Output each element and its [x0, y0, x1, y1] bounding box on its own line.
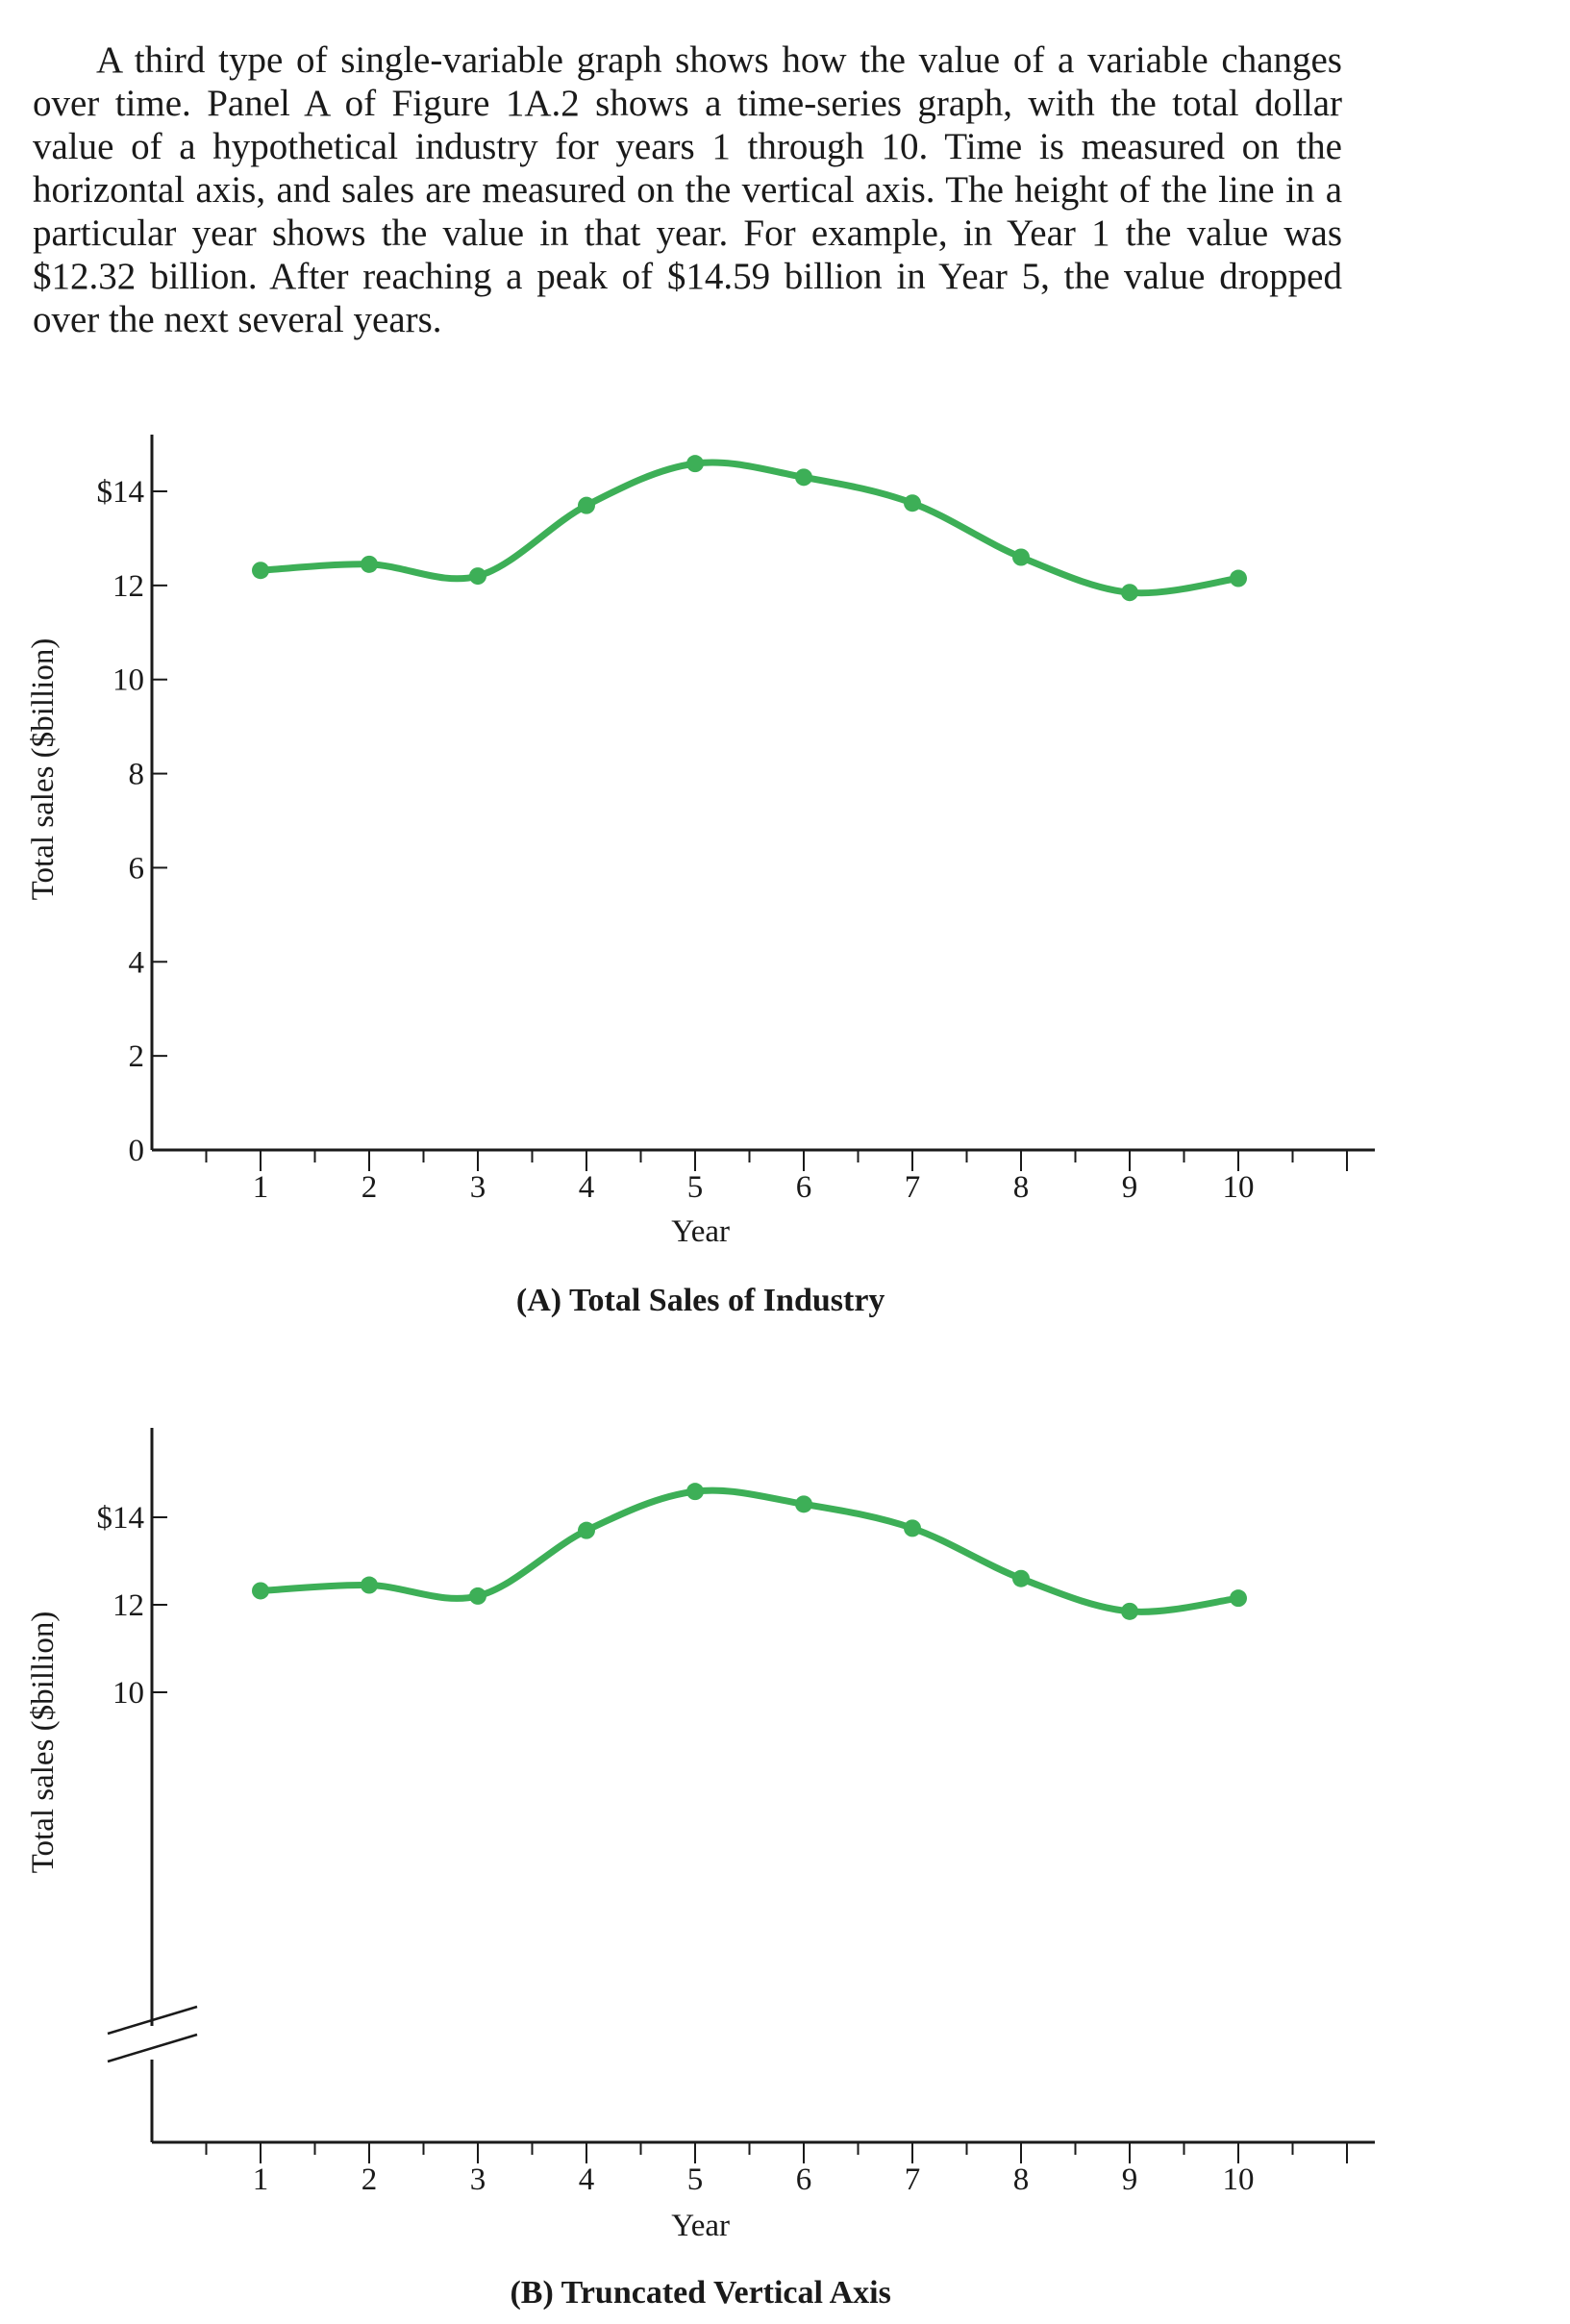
- panel-a-y-tick-label: 10: [112, 663, 144, 698]
- panel-a-y-axis-title: Total sales ($billion): [26, 638, 61, 901]
- panel-b-x-tick-label: 10: [1223, 2162, 1255, 2197]
- panel-b-data-point: [1012, 1569, 1030, 1587]
- panel-b-data-point: [686, 1483, 704, 1501]
- panel-b-data-point: [252, 1582, 269, 1600]
- panel-a-x-tick-label: 9: [1122, 1170, 1138, 1205]
- panel-b-axis-break-mark: [107, 2005, 198, 2036]
- panel-b-title: (B) Truncated Vertical Axis: [510, 2275, 890, 2311]
- panel-b-y-tick-label: $14: [97, 1501, 145, 1536]
- panel-b-x-tick-label: 4: [579, 2162, 595, 2197]
- panel-b-x-tick-label: 2: [361, 2162, 378, 2197]
- panel-b-y-tick-label: 10: [112, 1676, 144, 1711]
- panel-b-x-axis-title: Year: [671, 2209, 730, 2243]
- panel-b-y-axis-title: Total sales ($billion): [26, 1612, 61, 1874]
- panel-a-x-tick-label: 3: [470, 1170, 486, 1205]
- panel-a-y-tick-label: $14: [97, 475, 145, 510]
- panel-a-data-point: [1230, 569, 1247, 587]
- panel-a-y-tick-label: 8: [129, 758, 145, 792]
- panel-a-y-tick-label: 0: [129, 1134, 145, 1168]
- panel-b-x-tick-label: 1: [253, 2162, 269, 2197]
- panel-a-data-point: [904, 494, 921, 512]
- panel-a-y-tick-label: 4: [129, 945, 145, 980]
- panel-b-x-tick-label: 5: [687, 2162, 704, 2197]
- panel-b-series-line: [257, 1487, 1242, 1615]
- panel-a-data-point: [1012, 548, 1030, 566]
- panel-a-x-tick-label: 5: [687, 1170, 704, 1205]
- panel-a-data-point: [686, 455, 704, 473]
- panel-a-y-tick-label: 6: [129, 851, 145, 886]
- panel-b-data-point: [469, 1587, 486, 1605]
- panel-a-x-tick-label: 8: [1013, 1170, 1030, 1205]
- panel-a-data-point: [469, 567, 486, 586]
- panel-b-x-tick-label: 3: [470, 2162, 486, 2197]
- panel-b-data-point: [1121, 1602, 1138, 1620]
- panel-a-x-tick-label: 10: [1223, 1170, 1255, 1205]
- panel-a-x-tick-label: 7: [905, 1170, 921, 1205]
- panel-b-data-point: [361, 1576, 378, 1594]
- body-paragraph: A third type of single-variable graph sh…: [33, 39, 1342, 340]
- panel-b-x-tick-label: 6: [796, 2162, 812, 2197]
- panel-a-x-tick-label: 4: [579, 1170, 595, 1205]
- panel-a-y-tick-label: 2: [129, 1039, 145, 1074]
- panel-b-x-tick-label: 8: [1013, 2162, 1030, 2197]
- panel-a-data-point: [1121, 584, 1138, 602]
- panel-b-data-point: [795, 1495, 812, 1513]
- panel-a-series-line: [257, 459, 1242, 597]
- panel-b-y-tick-label: 12: [112, 1588, 144, 1623]
- panel-b-x-tick-label: 9: [1122, 2162, 1138, 2197]
- panel-b-axis-break-mark: [107, 2033, 198, 2063]
- panel-a-x-tick-label: 1: [253, 1170, 269, 1205]
- panel-a-y-tick-label: 12: [112, 569, 144, 604]
- panel-a-data-point: [578, 496, 595, 514]
- panel-b-x-tick-label: 7: [905, 2162, 921, 2197]
- panel-a-x-tick-label: 6: [796, 1170, 812, 1205]
- panel-a-data-point: [361, 555, 378, 573]
- panel-a-x-axis-title: Year: [671, 1214, 730, 1249]
- panel-b-data-point: [1230, 1589, 1247, 1608]
- panel-a-data-point: [252, 562, 269, 580]
- panel-a-data-point: [795, 468, 812, 487]
- panel-b-data-point: [904, 1519, 921, 1537]
- panel-a-title: (A) Total Sales of Industry: [516, 1283, 885, 1318]
- panel-a-x-tick-label: 2: [361, 1170, 378, 1205]
- panel-b-data-point: [578, 1521, 595, 1539]
